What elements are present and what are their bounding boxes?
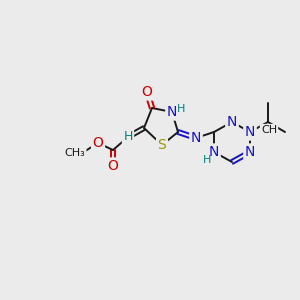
Text: O: O xyxy=(142,85,152,99)
Text: N: N xyxy=(167,105,177,119)
Text: CH: CH xyxy=(261,125,277,135)
Text: N: N xyxy=(245,145,255,159)
Text: O: O xyxy=(108,159,118,173)
Text: N: N xyxy=(245,125,255,139)
Text: N: N xyxy=(191,131,201,145)
Text: S: S xyxy=(158,138,166,152)
Text: H: H xyxy=(203,155,211,165)
Text: H: H xyxy=(177,104,185,114)
Text: O: O xyxy=(93,136,104,150)
Text: CH₃: CH₃ xyxy=(64,148,86,158)
Text: N: N xyxy=(227,115,237,129)
Text: N: N xyxy=(209,145,219,159)
Text: H: H xyxy=(123,130,133,143)
